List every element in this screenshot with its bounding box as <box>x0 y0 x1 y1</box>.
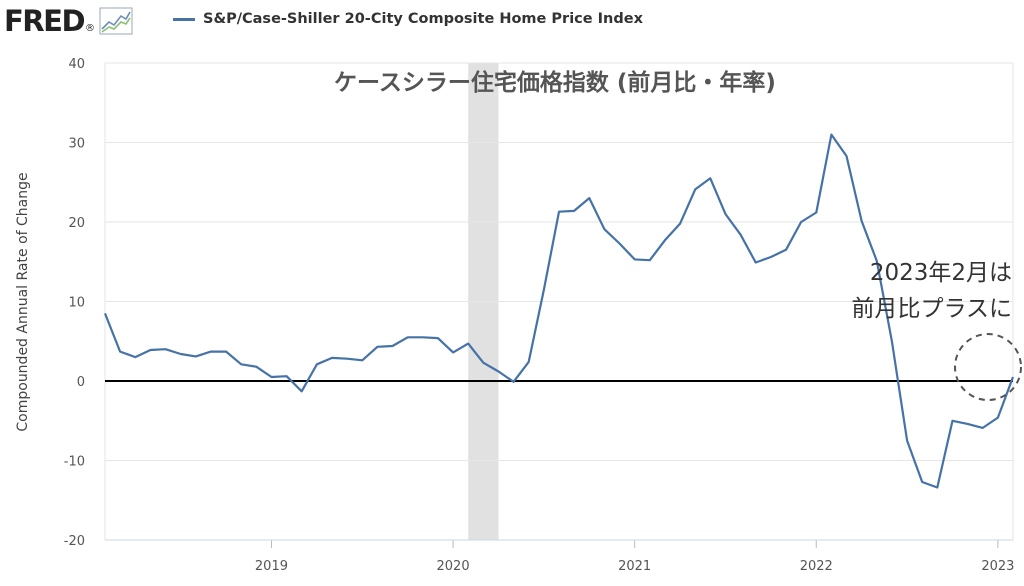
y-tick-label: 0 <box>77 375 85 390</box>
y-tick-label: 20 <box>68 216 85 231</box>
annotation-line-1: 2023年2月は <box>869 260 1012 286</box>
x-tick-label: 2021 <box>618 559 651 574</box>
annotation-callout: 2023年2月は 前月比プラスに <box>851 255 1012 327</box>
x-tick-label: 2022 <box>800 559 833 574</box>
highlight-circle <box>954 333 1022 402</box>
annotation-line-2: 前月比プラスに <box>851 296 1012 322</box>
y-tick-label: 30 <box>68 137 85 152</box>
series-line[interactable] <box>103 133 1015 489</box>
y-tick-label: -20 <box>64 534 85 549</box>
chart-title: ケースシラー住宅価格指数 (前月比・年率) <box>334 69 776 96</box>
y-tick-label: -10 <box>64 455 85 470</box>
logo-trademark-dot: ® <box>85 22 96 34</box>
x-tick-label: 2020 <box>437 559 470 574</box>
fred-logo[interactable]: FRED ® <box>4 4 133 38</box>
y-tick-label: 10 <box>68 296 85 311</box>
y-tick-label: 40 <box>68 57 85 72</box>
legend-series-label: S&P/Case-Shiller 20-City Composite Home … <box>203 11 643 27</box>
logo-chart-icon <box>99 7 133 35</box>
chart-legend[interactable]: S&P/Case-Shiller 20-City Composite Home … <box>173 8 643 30</box>
logo-text: FRED <box>4 4 86 38</box>
legend-swatch <box>173 17 195 21</box>
x-tick-label: 2023 <box>981 559 1014 574</box>
x-tick-label: 2019 <box>255 559 288 574</box>
